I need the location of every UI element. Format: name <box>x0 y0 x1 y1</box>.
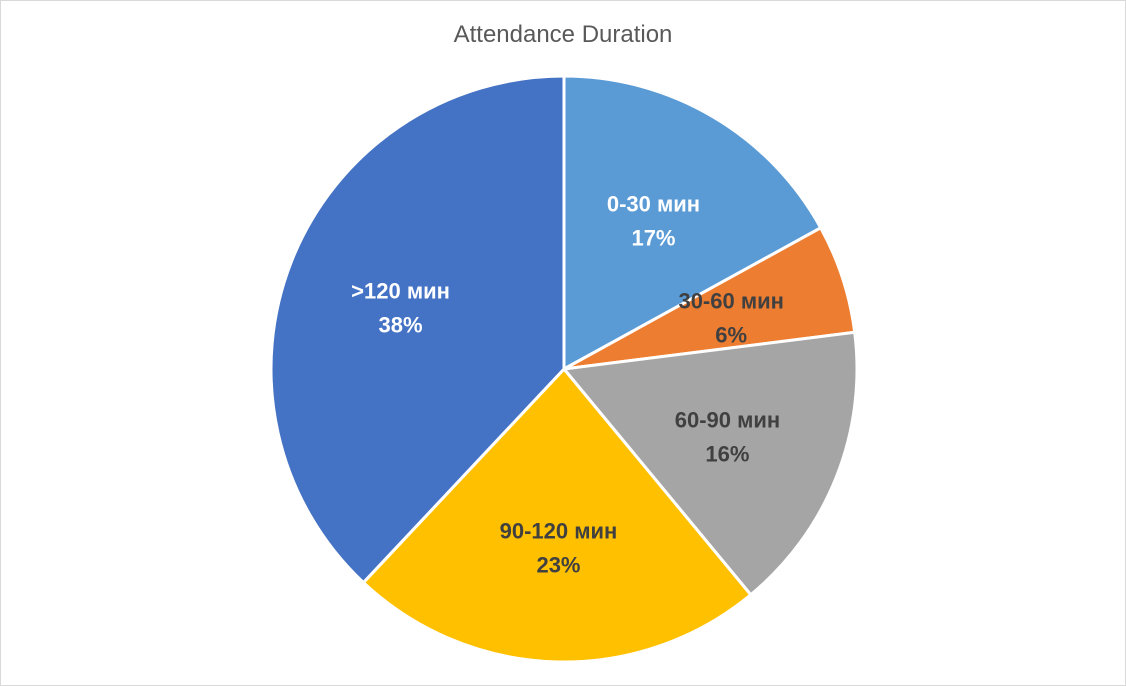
slice-percent-label: 16% <box>705 442 749 467</box>
pie-labels: 0-30 мин 17% 30-60 мин 6% 60-90 мин 16% 90-120… <box>351 192 784 578</box>
pie-slice-60-90 <box>561 330 859 597</box>
slice-category-label: >120 мин <box>351 278 450 303</box>
slice-category-label: 60-90 мин <box>675 408 780 433</box>
slice-percent-label: 6% <box>715 323 747 348</box>
pie-slice-0-30 <box>562 74 823 372</box>
slice-percent-label: 23% <box>536 553 580 578</box>
slice-percent-label: 38% <box>379 312 423 337</box>
slice-category-label: 0-30 мин <box>607 192 700 217</box>
chart-title: Attendance Duration <box>453 21 673 48</box>
pie-slices <box>269 74 859 664</box>
pie-slice-90-120 <box>361 366 753 664</box>
slice-category-label: 90-120 мин <box>500 519 618 544</box>
pie-slice-120 <box>269 74 566 585</box>
slice-percent-label: 17% <box>631 226 675 251</box>
slice-category-label: 30-60 мин <box>678 289 783 314</box>
